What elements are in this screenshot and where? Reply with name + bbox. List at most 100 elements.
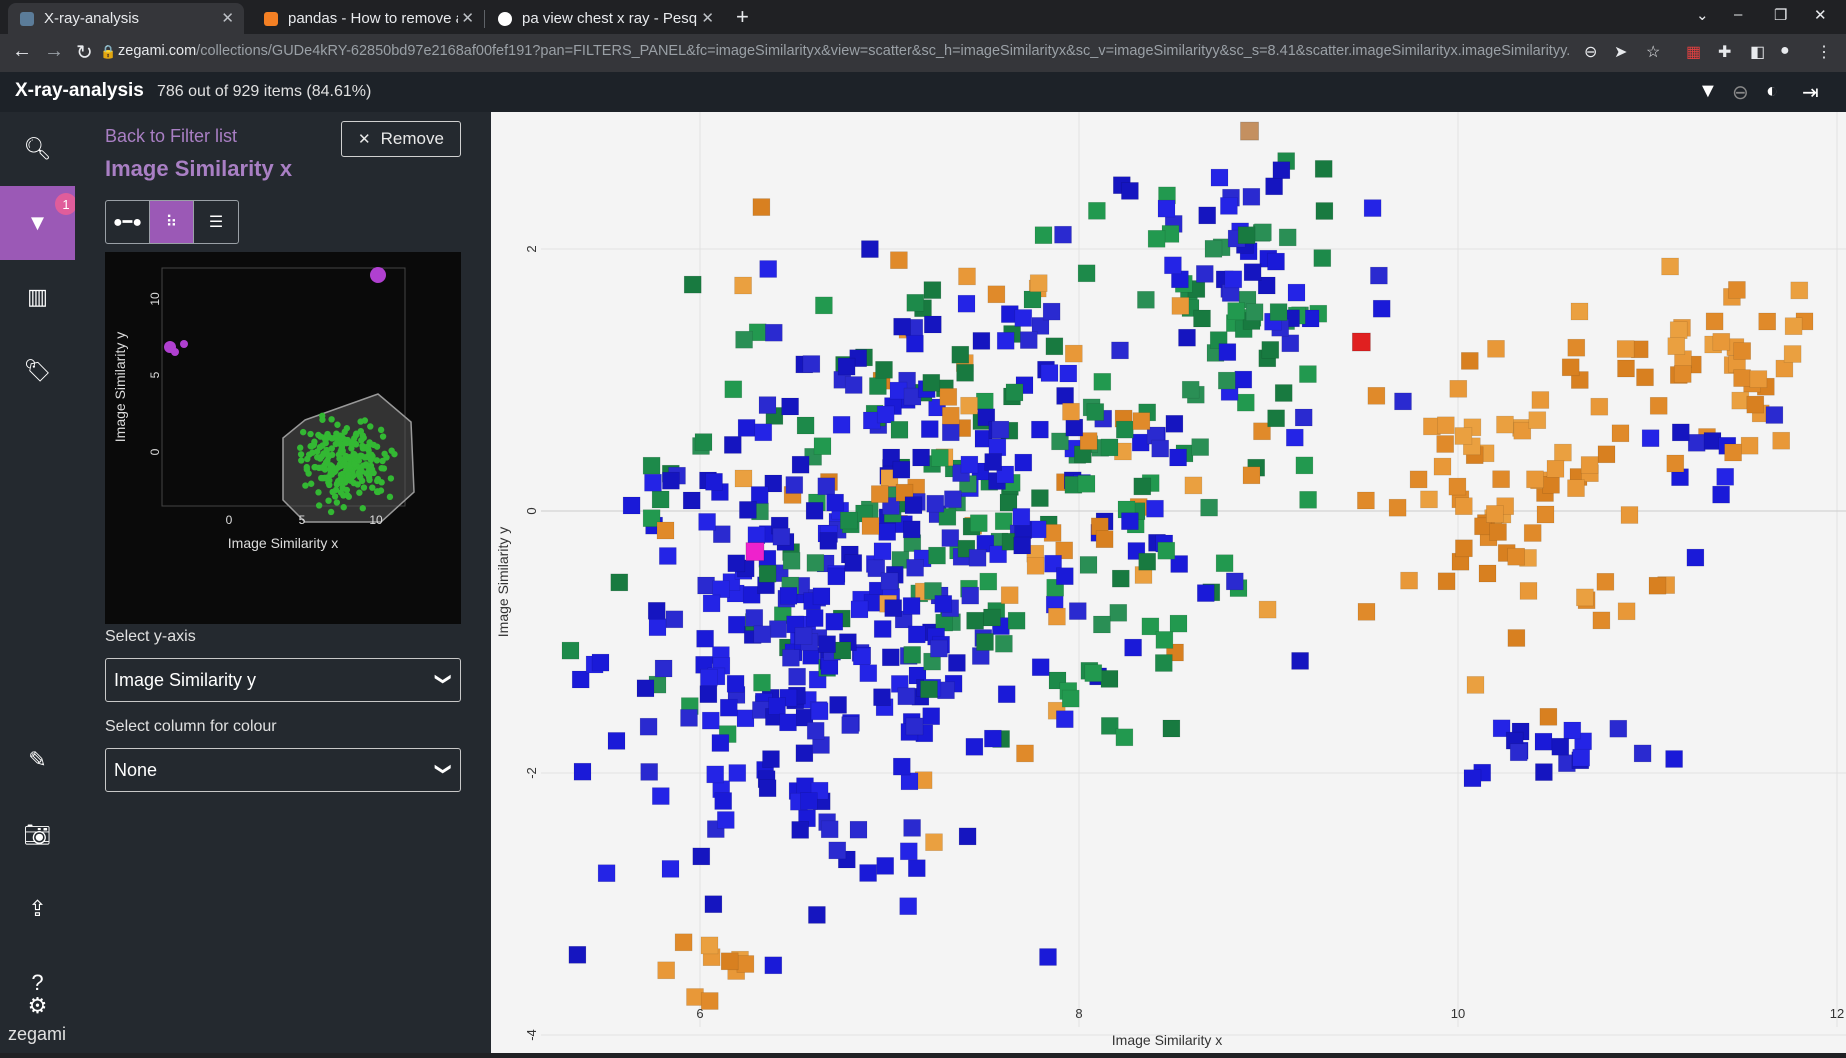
scatter-point-blue[interactable]	[720, 698, 738, 717]
scatter-point-blue[interactable]	[648, 618, 667, 637]
scatter-point-green[interactable]	[806, 554, 825, 572]
scatter-point-blue[interactable]	[728, 615, 746, 634]
help-icon[interactable]: ?	[31, 970, 44, 995]
scatter-point-orange[interactable]	[1466, 676, 1485, 694]
scatter-point-blue[interactable]	[779, 586, 798, 605]
scatter-point-green[interactable]	[999, 493, 1018, 512]
scatter-point-blue[interactable]	[750, 486, 769, 504]
tab-pandas[interactable]: pandas - How to remove a ✕	[252, 3, 484, 34]
scatter-point-blue[interactable]	[758, 396, 777, 414]
scatter-point-orange[interactable]	[1567, 479, 1585, 498]
filter-rail-icon[interactable]: ▼ 1	[0, 186, 77, 260]
scatter-point-blue[interactable]	[1055, 567, 1074, 586]
scatter-point-blue[interactable]	[1220, 197, 1238, 215]
scatter-point-blue[interactable]	[661, 860, 680, 878]
scatter-point-green[interactable]	[1111, 569, 1130, 588]
scatter-point-blue[interactable]	[818, 635, 836, 654]
scatter-point-orange[interactable]	[734, 276, 752, 295]
y-axis-select[interactable]: Image Similarity y ❯	[105, 658, 461, 702]
close-window-icon[interactable]: ✕	[1814, 7, 1827, 24]
scatter-point-blue[interactable]	[881, 648, 900, 667]
bookmark-star-icon[interactable]: ☆	[1646, 44, 1661, 61]
scatter-point-blue[interactable]	[682, 491, 701, 510]
scatter-point-blue[interactable]	[1281, 334, 1300, 353]
scatter-point-blue[interactable]	[1294, 408, 1313, 427]
scatter-point-orange[interactable]	[1016, 744, 1034, 763]
scatter-point-blue[interactable]	[1712, 485, 1730, 504]
scatter-point-blue[interactable]	[827, 567, 846, 586]
scatter-point-blue[interactable]	[700, 668, 718, 687]
scatter-point-green[interactable]	[1295, 456, 1314, 475]
highlight-point-red[interactable]	[1351, 332, 1371, 352]
scatter-point-blue[interactable]	[1055, 710, 1074, 729]
scatter-point-green[interactable]	[833, 641, 852, 660]
scatter-point-orange[interactable]	[1489, 523, 1507, 541]
scatter-point-orange[interactable]	[1746, 395, 1765, 414]
scatter-point-green[interactable]	[922, 373, 941, 392]
scatter-point-green[interactable]	[994, 512, 1013, 531]
scatter-point-orange[interactable]	[1592, 611, 1611, 630]
scatter-point-blue[interactable]	[713, 525, 731, 544]
scatter-point-blue[interactable]	[1056, 387, 1074, 405]
scatter-point-orange[interactable]	[1596, 572, 1615, 591]
scatter-point-green[interactable]	[1061, 689, 1080, 708]
scatter-point-blue[interactable]	[764, 474, 783, 493]
scatter-point-blue[interactable]	[1394, 392, 1412, 411]
back-to-filter-list-link[interactable]: Back to Filter list	[105, 126, 238, 146]
scatter-point-blue[interactable]	[974, 429, 993, 448]
scatter-point-orange[interactable]	[1400, 571, 1418, 590]
scatter-point-green[interactable]	[1077, 474, 1096, 493]
scatter-point-blue[interactable]	[944, 490, 962, 509]
remove-button[interactable]: ✕ Remove	[341, 121, 461, 157]
camera-icon[interactable]: 📷︎	[23, 822, 52, 847]
scatter-point-green[interactable]	[1181, 380, 1200, 399]
scatter-point-green[interactable]	[642, 509, 661, 528]
scatter-point-green[interactable]	[1274, 384, 1293, 402]
scatter-point-blue[interactable]	[759, 260, 778, 278]
scatter-point-blue[interactable]	[828, 841, 847, 860]
scatter-point-blue[interactable]	[785, 476, 804, 494]
scatter-point-orange[interactable]	[1542, 475, 1560, 494]
scatter-point-blue[interactable]	[1169, 448, 1187, 467]
menu-dots-icon[interactable]: ⋮	[1816, 44, 1832, 61]
scatter-point-blue[interactable]	[1665, 750, 1683, 768]
scatter-point-green[interactable]	[1007, 611, 1026, 630]
scatter-point-orange[interactable]	[1026, 556, 1045, 575]
scatter-point-blue[interactable]	[810, 702, 829, 721]
scatter-point-blue[interactable]	[984, 729, 1002, 748]
scatter-point-orange[interactable]	[1388, 498, 1407, 517]
scatter-point-orange[interactable]	[925, 833, 943, 852]
scatter-point-blue[interactable]	[1039, 948, 1057, 966]
scatter-point-blue[interactable]	[712, 580, 730, 599]
scatter-point-green[interactable]	[976, 633, 994, 651]
tab-xray-analysis[interactable]: X-ray-analysis ✕	[8, 3, 244, 34]
scatter-point-blue[interactable]	[906, 334, 924, 353]
scatter-point-orange[interactable]	[1617, 359, 1635, 378]
forward-arrow-icon[interactable]: →	[44, 40, 64, 62]
scatter-point-blue[interactable]	[607, 732, 626, 750]
scatter-point-green[interactable]	[875, 361, 893, 379]
scatter-point-orange[interactable]	[1728, 281, 1746, 299]
scatter-point-blue[interactable]	[965, 737, 984, 756]
scatter-point-blue[interactable]	[1014, 309, 1033, 327]
scatter-point-blue[interactable]	[1224, 270, 1243, 289]
scatter-point-orange[interactable]	[1079, 432, 1098, 450]
scatter-point-blue[interactable]	[795, 744, 814, 763]
scatter-point-orange[interactable]	[1539, 707, 1558, 726]
scatter-point-blue[interactable]	[591, 653, 610, 672]
tab-google-search[interactable]: pa view chest x ray - Pesq ✕	[486, 3, 724, 34]
scatter-point-blue[interactable]	[876, 857, 895, 875]
scatter-point-blue[interactable]	[726, 674, 745, 693]
scatter-point-orange[interactable]	[1783, 345, 1802, 363]
scatter-point-green[interactable]	[1245, 303, 1264, 321]
scatter-point-blue[interactable]	[958, 827, 977, 846]
scatter-point-green[interactable]	[1100, 670, 1119, 688]
scatter-point-blue[interactable]	[1272, 161, 1291, 180]
scatter-point-orange[interactable]	[1357, 491, 1375, 510]
scatter-point-orange[interactable]	[1436, 435, 1455, 453]
scatter-point-green[interactable]	[1227, 302, 1246, 320]
scatter-point-green[interactable]	[561, 641, 580, 660]
scatter-point-orange[interactable]	[1478, 564, 1497, 583]
scatter-point-orange[interactable]	[1095, 530, 1114, 549]
profile-avatar-icon[interactable]: ●	[1780, 42, 1790, 59]
